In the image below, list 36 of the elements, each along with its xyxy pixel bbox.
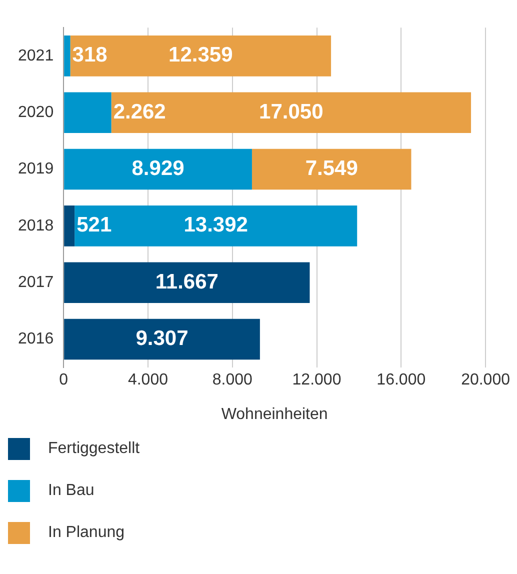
bar <box>64 206 75 246</box>
bar <box>64 318 260 360</box>
bar <box>74 206 358 246</box>
legend-label: Fertiggestellt <box>48 440 140 458</box>
x-tick-label: 16.000 <box>376 372 426 389</box>
y-tick-label: 2020 <box>18 104 54 122</box>
x-axis-title: Wohneinheiten <box>221 406 328 423</box>
data-label: 7.549 <box>305 157 358 180</box>
bar <box>111 92 472 133</box>
x-tick-label: 20.000 <box>461 372 510 389</box>
data-label: 17.050 <box>259 100 324 124</box>
y-tick-label: 2016 <box>18 330 54 348</box>
x-tick-label: 8.000 <box>212 372 252 389</box>
y-tick-label: 2018 <box>18 217 54 234</box>
legend-label: In Bau <box>48 482 94 500</box>
bar <box>64 262 310 303</box>
data-label: 13.392 <box>184 214 248 237</box>
data-label: 521 <box>76 214 112 237</box>
y-tick-label: 2019 <box>18 160 54 178</box>
data-label: 318 <box>72 44 108 67</box>
bar <box>252 148 412 190</box>
bar <box>70 36 332 76</box>
y-tick-label: 2017 <box>18 274 54 292</box>
data-label: 8.929 <box>132 157 184 180</box>
data-label: 11.667 <box>155 270 218 294</box>
bar <box>64 92 112 133</box>
bar <box>64 36 70 76</box>
data-label: 9.307 <box>136 327 188 350</box>
bar <box>64 148 252 190</box>
x-tick-label: 0 <box>59 372 68 389</box>
x-tick-label: 4.000 <box>128 372 168 389</box>
data-label: 12.359 <box>168 44 233 67</box>
y-tick-label: 2021 <box>18 47 54 64</box>
data-label: 2.262 <box>113 100 166 124</box>
legend-label: In Planung <box>48 524 125 542</box>
x-tick-label: 12.000 <box>292 372 342 389</box>
